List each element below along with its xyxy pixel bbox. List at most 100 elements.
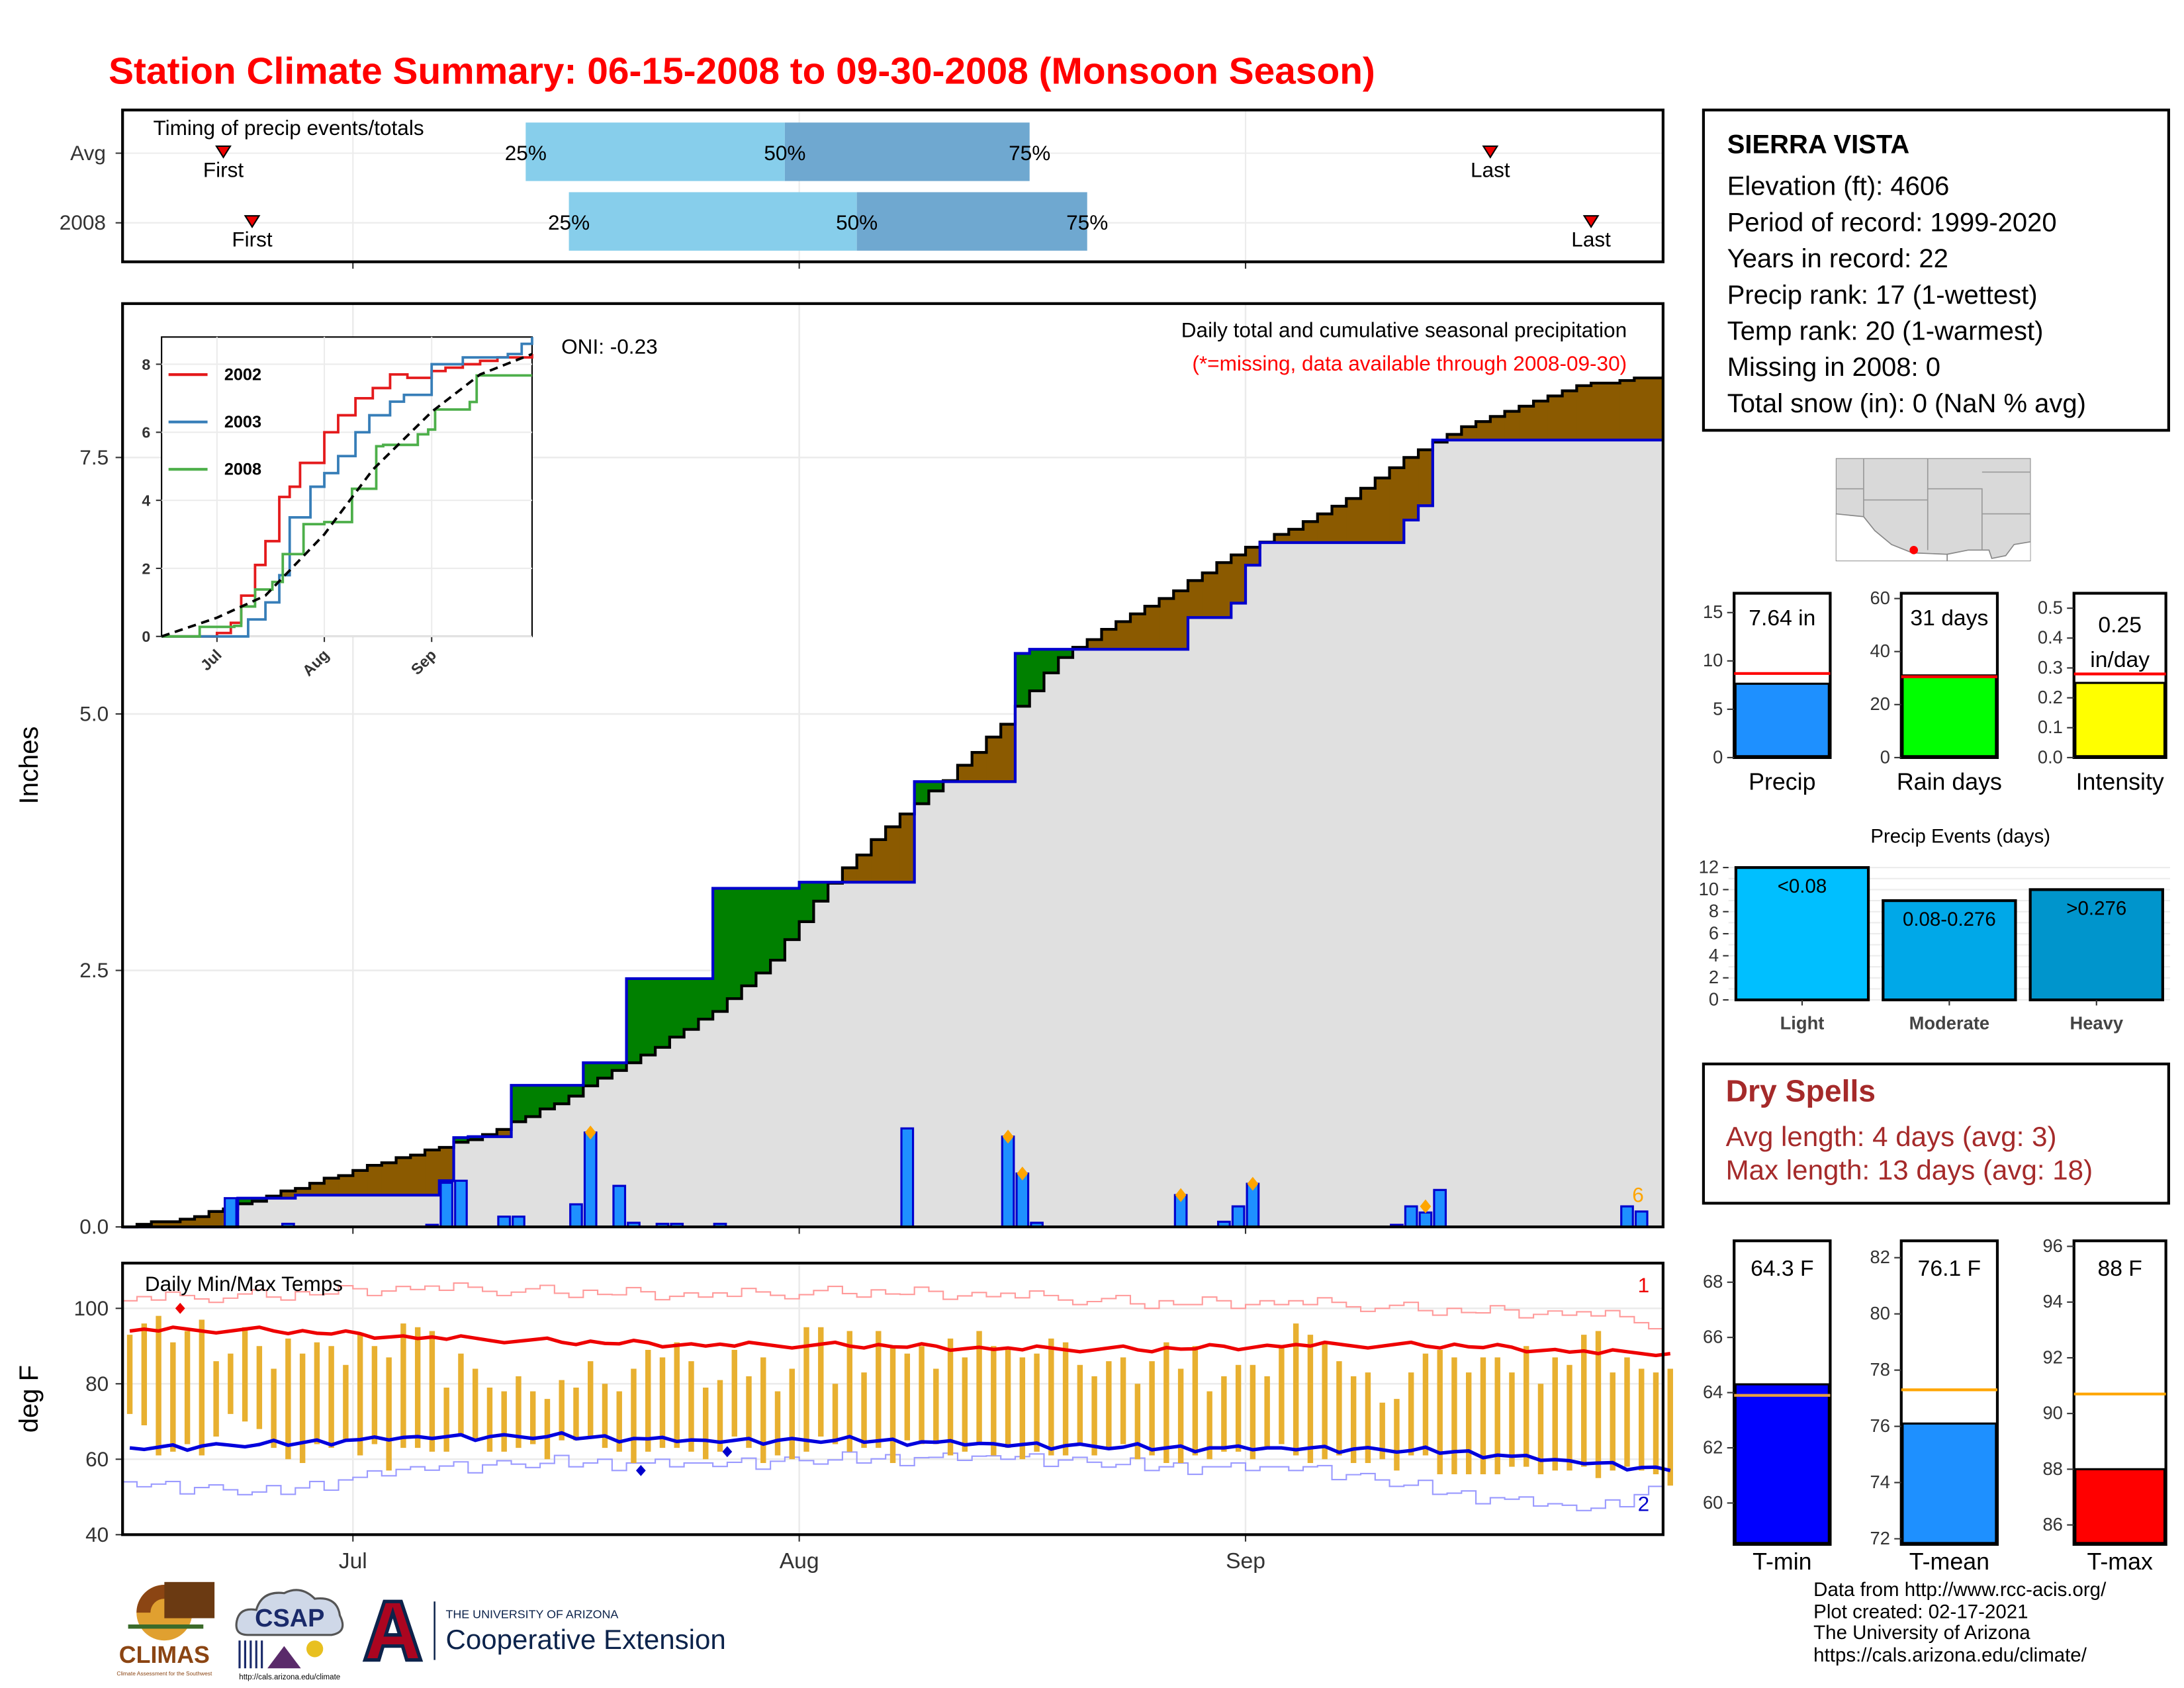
station-period: Period of record: 1999-2020 (1727, 208, 2057, 238)
precip-surplus-region (1058, 649, 1073, 658)
precip-deficit-region (1116, 621, 1131, 650)
events-y-tick-label: 4 (1709, 945, 1719, 965)
inset-y-tick-label: 4 (142, 492, 150, 510)
timing-first-marker (215, 145, 232, 159)
intensity-y-tick-label: 0.1 (2038, 717, 2063, 737)
precip-surplus-region (784, 888, 800, 941)
temp-x-tick-label-Jul: Jul (339, 1549, 367, 1574)
precip-deficit-region (1447, 434, 1463, 441)
t_min-y-tick-label: 62 (1703, 1437, 1723, 1457)
precip-record-marker (1420, 1199, 1432, 1214)
t_max-y-tick-label: 86 (2042, 1514, 2062, 1534)
temp-y-axis-label: deg F (15, 1365, 44, 1433)
station-temp-rank: Temp rank: 20 (1-warmest) (1727, 317, 2044, 347)
temp-record-high-marker (175, 1302, 185, 1314)
precip-caption: Daily total and cumulative seasonal prec… (1181, 318, 1627, 341)
precip-deficit-region (1188, 582, 1203, 618)
ua-logo-bottom-text: Cooperative Extension (445, 1624, 725, 1655)
precip-y-tick-label: 0.0 (79, 1215, 109, 1239)
intensity-y-tick-label: 0.2 (2038, 687, 2063, 707)
precip-deficit-region (1303, 521, 1318, 543)
t_mean-category-label: T-mean (1909, 1548, 1989, 1575)
precip-daily-bar (569, 1203, 583, 1228)
precip-deficit-region (1591, 384, 1606, 441)
events-y-tick-label: 12 (1699, 856, 1719, 877)
precip-deficit-region (972, 752, 987, 782)
timing-title: Timing of precip events/totals (154, 116, 424, 140)
intensity-y-tick-label: 0.4 (2038, 627, 2063, 648)
t_mean-value-label: 76.1 F (1918, 1257, 1981, 1281)
precip-deficit-region (1361, 488, 1376, 543)
station-info-box: SIERRA VISTA Elevation (ft): 4606 Period… (1702, 109, 2170, 432)
precip-surplus-region (756, 888, 771, 973)
precip-daily-bar (1001, 1135, 1015, 1228)
precip-deficit-region (1159, 598, 1175, 650)
precip-surplus-region (727, 888, 743, 999)
t_max-y-tick-label: 96 (2042, 1235, 2062, 1256)
timing-label-q25: 25% (505, 141, 547, 165)
temp-average-min-line (129, 1431, 1671, 1472)
inset-average-line (161, 353, 533, 638)
precip-daily-bar (1231, 1205, 1246, 1228)
timing-last-label: Last (1471, 157, 1510, 181)
precip-deficit-region (1346, 498, 1361, 543)
precip-deficit-region (1519, 406, 1534, 441)
precip-deficit-region (208, 1212, 224, 1227)
precip-deficit-region (410, 1155, 426, 1196)
timing-last-label: Last (1571, 228, 1611, 251)
precip-deficit-region (281, 1192, 296, 1198)
precip-surplus-region (1029, 649, 1045, 691)
timing-bar-q25-q50 (525, 122, 785, 181)
precip_total-y-tick-label: 15 (1703, 601, 1723, 622)
t_max-y-tick-label: 90 (2042, 1403, 2062, 1423)
precip-deficit-region (396, 1159, 412, 1196)
precip-surplus-region (1044, 649, 1060, 674)
csap-rain-lines (238, 1640, 263, 1669)
precip-deficit-region (338, 1175, 354, 1196)
precip-deficit-region (1547, 396, 1563, 441)
precip-deficit-region (1317, 513, 1333, 543)
events-y-tick-label: 0 (1709, 989, 1719, 1010)
timing-label-q50: 50% (836, 210, 878, 234)
csap-mountain-shape (267, 1646, 301, 1669)
csap-logo: CSAP http://cals.arizona.edu/climate (235, 1589, 344, 1681)
climas-logo-text: CLIMAS (119, 1642, 210, 1668)
intensity-y-tick-label: 0.5 (2038, 598, 2063, 618)
t_mean-y-tick-label: 80 (1870, 1303, 1890, 1323)
mexico-east-shape (1946, 541, 2031, 562)
precip-deficit-region (1490, 416, 1506, 441)
dry-spells-title: Dry Spells (1725, 1073, 1876, 1109)
precip-deficit-region (353, 1170, 368, 1196)
csap-sun-icon (306, 1640, 324, 1658)
timing-bar-q50-q75 (856, 192, 1087, 251)
precip-record-marker (1017, 1167, 1028, 1181)
precip-daily-bar (454, 1179, 468, 1228)
precip-surplus-region (813, 882, 829, 903)
events-y-tick-label: 6 (1709, 923, 1719, 944)
t_mean-y-tick-label: 76 (1870, 1415, 1890, 1436)
precip-deficit-region (1533, 401, 1549, 441)
t_min-y-tick-label: 68 (1703, 1271, 1723, 1292)
state-borders (1835, 458, 2031, 551)
ua-logo: THE UNIVERSITY OF ARIZONA Cooperative Ex… (362, 1599, 726, 1662)
climas-logo-subtext: Climate Assessment for the Southwest (116, 1670, 212, 1677)
precip-surplus-region (655, 978, 670, 1047)
precip-deficit-region (886, 826, 901, 883)
timing-chart: 25% 50% 75% First Last Avg 25% 50% 75% First Last 2… (60, 109, 1664, 269)
timing-row-label: 2008 (60, 210, 106, 234)
precip-daily-bar (1404, 1205, 1418, 1228)
precip-deficit-region (1144, 606, 1160, 650)
inset-legend-label-2002: 2002 (224, 366, 261, 384)
precip-deficit-region (1332, 506, 1347, 543)
precip-deficit-region (1173, 590, 1189, 650)
precip-2008-area (122, 440, 1663, 1227)
precip-daily-bar (497, 1216, 512, 1228)
location-map (1835, 458, 2031, 562)
precip-deficit-region (381, 1163, 397, 1196)
credit-url: https://cals.arizona.edu/climate/ (1813, 1642, 2087, 1666)
t_max-bar (2074, 1468, 2166, 1544)
temp-record-low-marker (722, 1446, 733, 1458)
precip-daily-bar (612, 1184, 627, 1228)
credit-data-source: Data from http://www.rcc-acis.org/ (1813, 1577, 2107, 1601)
precip-deficit-region (1231, 555, 1246, 603)
